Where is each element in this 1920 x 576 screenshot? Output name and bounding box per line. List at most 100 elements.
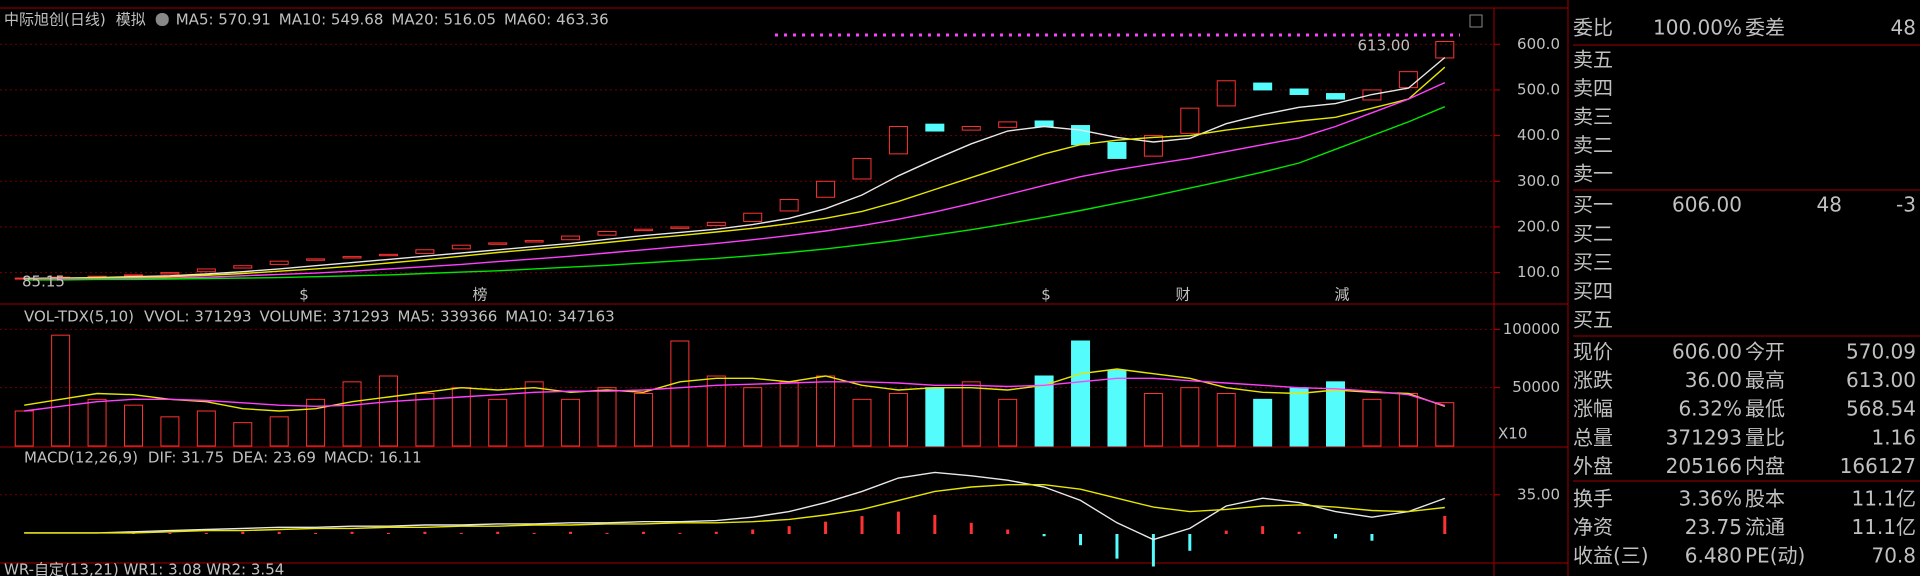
candle <box>1216 80 1236 107</box>
stat-label: 今开 <box>1745 340 1785 364</box>
candle <box>160 272 180 275</box>
y-tick-label: 500.0 <box>1517 80 1560 98</box>
volume-bar <box>123 404 143 447</box>
moving-average <box>24 66 1446 280</box>
volume-bar <box>1362 398 1382 447</box>
volume-bar <box>1326 381 1346 447</box>
dea-line <box>24 484 1445 534</box>
candle <box>998 121 1018 128</box>
indicator-value: MA10: 549.68 <box>279 11 384 29</box>
volume-bar <box>1289 387 1309 447</box>
candle <box>269 260 289 265</box>
stat-value: 606.00 <box>1672 340 1742 364</box>
stat-value: 6.480 <box>1685 544 1742 568</box>
pane-title: 中际旭创(日线) <box>4 11 106 29</box>
stat-value: 1.16 <box>1871 425 1916 449</box>
ask-label: 卖一 <box>1573 162 1613 186</box>
stat-value: 11.1亿 <box>1851 487 1916 511</box>
bid-value: -3 <box>1896 193 1916 217</box>
stat-value: 371293 <box>1666 425 1742 449</box>
moving-average <box>24 56 1446 280</box>
indicator-value: MA20: 516.05 <box>391 11 496 29</box>
stat-label: 最高 <box>1745 368 1785 392</box>
volume-bar <box>1435 402 1455 447</box>
candle <box>1180 107 1200 134</box>
volume-bar <box>1180 387 1200 447</box>
volume-bar <box>1107 369 1127 447</box>
volume-ma <box>24 377 1445 412</box>
indicator-value: VVOL: 371293 <box>144 308 252 326</box>
stat-value: 11.1亿 <box>1851 515 1916 539</box>
stat-value: 36.00 <box>1685 368 1742 392</box>
quote-label: 委比 <box>1573 16 1613 40</box>
volume-bar <box>670 340 690 447</box>
candle <box>488 242 508 245</box>
candle <box>743 212 763 222</box>
stat-label: 总量 <box>1573 425 1613 449</box>
candle <box>779 199 799 212</box>
candle <box>306 258 326 261</box>
volume-ma <box>24 368 1446 412</box>
settings-icon[interactable] <box>155 13 169 26</box>
stat-label: 股本 <box>1745 487 1785 511</box>
pane-title: MACD(12,26,9) <box>24 449 138 467</box>
ask-label: 卖二 <box>1573 133 1613 157</box>
candle <box>524 240 544 243</box>
candle <box>196 268 216 273</box>
volume-bar <box>160 416 180 447</box>
y-tick-label: 400.0 <box>1517 126 1560 144</box>
candle <box>925 123 945 132</box>
candle <box>1362 89 1382 101</box>
quote-label: 委差 <box>1745 16 1785 40</box>
indicator-value: MA5: 570.91 <box>176 11 271 29</box>
candle <box>706 221 726 227</box>
volume-bar <box>888 393 908 447</box>
volume-bar <box>1253 398 1273 447</box>
volume-bar <box>306 398 326 447</box>
stat-value: 3.36% <box>1678 487 1742 511</box>
candle <box>378 253 398 257</box>
stat-label: 净资 <box>1573 515 1613 539</box>
candle <box>633 228 653 232</box>
volume-bar <box>488 398 508 447</box>
candle <box>123 274 143 277</box>
indicator-value: VOLUME: 371293 <box>260 308 390 326</box>
volume-bar <box>561 398 581 447</box>
candle <box>415 249 435 254</box>
stat-value: 205166 <box>1666 454 1742 478</box>
indicator-value: MA10: 347163 <box>505 308 614 326</box>
moving-average <box>24 81 1446 281</box>
event-marker[interactable]: 榜 <box>472 286 487 304</box>
volume-bar <box>1216 393 1236 447</box>
dif-line <box>24 471 1446 541</box>
stat-label: 内盘 <box>1745 454 1785 478</box>
candle <box>1034 120 1054 127</box>
indicator-value: MA60: 463.36 <box>504 11 609 29</box>
event-marker[interactable]: 财 <box>1175 286 1190 304</box>
ask-label: 卖五 <box>1573 48 1613 72</box>
volume-bar <box>1034 375 1054 447</box>
indicator-value: DEA: 23.69 <box>232 449 316 467</box>
stat-label: 涨跌 <box>1573 368 1613 392</box>
candle <box>451 244 471 250</box>
stat-value: 570.09 <box>1846 340 1916 364</box>
event-marker[interactable]: 減 <box>1334 286 1349 304</box>
quote-value: 100.00% <box>1653 16 1742 40</box>
chart-icon[interactable] <box>1469 14 1483 28</box>
candle <box>342 256 362 259</box>
y-tick-label: 35.00 <box>1517 485 1560 503</box>
ask-label: 卖四 <box>1573 76 1613 100</box>
y-tick-label: 100.0 <box>1517 263 1560 281</box>
volume-bar <box>1071 340 1091 447</box>
event-marker[interactable]: $ <box>299 286 309 304</box>
event-marker[interactable]: $ <box>1041 286 1051 304</box>
volume-bar <box>852 398 872 447</box>
mode-label: 模拟 <box>116 11 146 29</box>
volume-bar <box>1143 393 1163 447</box>
volume-bar <box>51 334 71 447</box>
bid-value: 48 <box>1817 193 1842 217</box>
candle <box>888 125 908 155</box>
volume-bar <box>269 416 289 447</box>
stat-label: 涨幅 <box>1573 397 1613 421</box>
